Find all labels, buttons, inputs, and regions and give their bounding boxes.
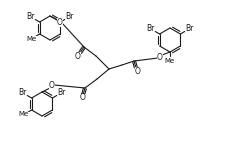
Text: Br: Br (18, 88, 26, 97)
Text: Br: Br (145, 24, 154, 33)
Text: O: O (156, 52, 162, 61)
Text: Me: Me (27, 36, 37, 41)
Text: O: O (57, 17, 63, 27)
Text: O: O (49, 81, 55, 91)
Text: Me: Me (164, 58, 174, 64)
Text: Br: Br (57, 88, 66, 97)
Text: Br: Br (26, 12, 34, 21)
Text: Me: Me (19, 112, 29, 117)
Text: Br: Br (65, 12, 74, 21)
Text: O: O (135, 67, 140, 75)
Text: O: O (80, 93, 86, 103)
Text: O: O (75, 51, 81, 60)
Text: Br: Br (185, 24, 193, 33)
